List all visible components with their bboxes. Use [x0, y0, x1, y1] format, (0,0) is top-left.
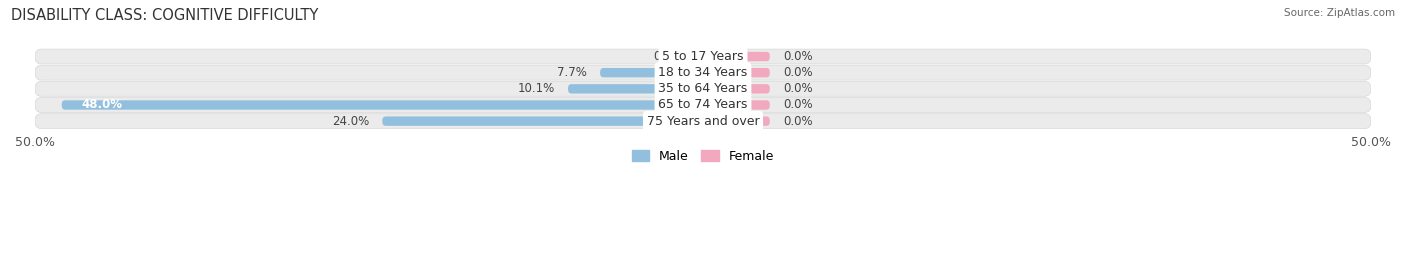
- FancyBboxPatch shape: [703, 84, 770, 94]
- FancyBboxPatch shape: [703, 52, 770, 61]
- FancyBboxPatch shape: [35, 49, 1371, 64]
- Text: 10.1%: 10.1%: [517, 82, 555, 95]
- Text: 7.7%: 7.7%: [557, 66, 586, 79]
- Text: Source: ZipAtlas.com: Source: ZipAtlas.com: [1284, 8, 1395, 18]
- FancyBboxPatch shape: [62, 100, 703, 110]
- FancyBboxPatch shape: [35, 65, 1371, 80]
- Text: 48.0%: 48.0%: [82, 98, 122, 111]
- FancyBboxPatch shape: [35, 114, 1371, 129]
- Text: 0.0%: 0.0%: [783, 115, 813, 128]
- Text: 0.0%: 0.0%: [783, 98, 813, 111]
- Text: 0.0%: 0.0%: [783, 50, 813, 63]
- Text: 5 to 17 Years: 5 to 17 Years: [662, 50, 744, 63]
- FancyBboxPatch shape: [35, 81, 1371, 96]
- Text: 24.0%: 24.0%: [332, 115, 368, 128]
- FancyBboxPatch shape: [703, 100, 770, 110]
- FancyBboxPatch shape: [703, 117, 770, 126]
- Text: 18 to 34 Years: 18 to 34 Years: [658, 66, 748, 79]
- Text: 0.0%: 0.0%: [783, 66, 813, 79]
- FancyBboxPatch shape: [568, 84, 703, 94]
- FancyBboxPatch shape: [382, 117, 703, 126]
- FancyBboxPatch shape: [35, 98, 1371, 112]
- Legend: Male, Female: Male, Female: [627, 145, 779, 168]
- Text: 65 to 74 Years: 65 to 74 Years: [658, 98, 748, 111]
- Text: 75 Years and over: 75 Years and over: [647, 115, 759, 128]
- Text: 0.0%: 0.0%: [654, 50, 683, 63]
- FancyBboxPatch shape: [600, 68, 703, 77]
- FancyBboxPatch shape: [703, 68, 770, 77]
- Text: 35 to 64 Years: 35 to 64 Years: [658, 82, 748, 95]
- Text: DISABILITY CLASS: COGNITIVE DIFFICULTY: DISABILITY CLASS: COGNITIVE DIFFICULTY: [11, 8, 319, 23]
- Text: 0.0%: 0.0%: [783, 82, 813, 95]
